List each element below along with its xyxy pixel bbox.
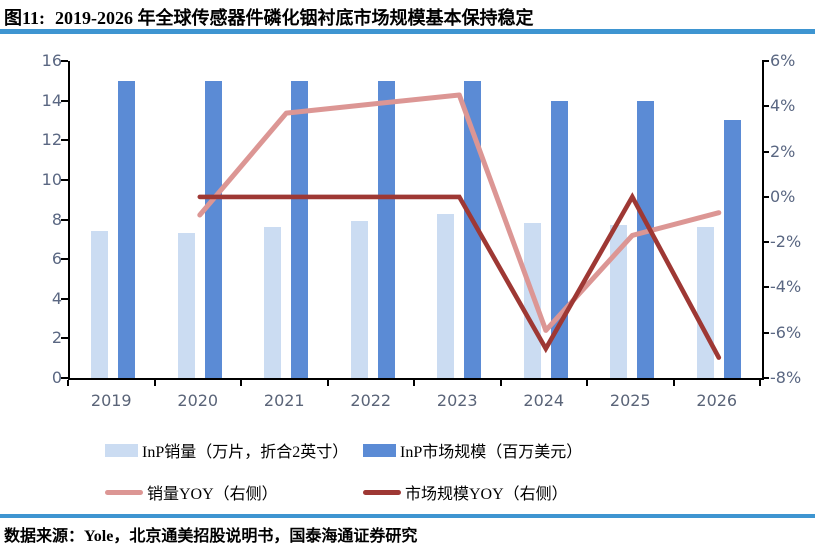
x-axis-category-label: 2024 xyxy=(523,391,565,410)
legend-item-label: 市场规模YOY（右侧） xyxy=(405,486,568,503)
x-axis-category-label: 2025 xyxy=(609,391,651,410)
x-axis-category-label: 2022 xyxy=(350,391,392,410)
x-axis-tick-mark xyxy=(413,380,415,386)
right-axis-tick-mark xyxy=(762,150,769,153)
legend-swatch-bar xyxy=(363,443,396,457)
left-axis-tick-label: 0 xyxy=(51,368,62,387)
bar-inp-market-size xyxy=(723,120,741,378)
left-axis-tick-mark xyxy=(61,337,68,340)
line-sales-yoy xyxy=(197,92,722,333)
x-axis-category-label: 2020 xyxy=(177,391,219,410)
legend-swatch-line xyxy=(363,489,401,495)
right-axis-tick-label: 2% xyxy=(770,141,796,161)
left-axis-tick-mark xyxy=(61,377,68,379)
x-axis-category-label: 2023 xyxy=(436,391,478,410)
x-axis-tick-mark xyxy=(67,380,69,386)
left-axis-tick-mark xyxy=(61,139,68,142)
x-axis-category-label: 2019 xyxy=(90,391,132,410)
left-axis-tick-mark xyxy=(61,218,68,221)
right-axis-tick-label: 6% xyxy=(770,51,796,70)
figure-title-text: 2019-2026 年全球传感器件磷化铟衬底市场规模基本保持稳定 xyxy=(55,8,534,28)
x-axis-tick-mark xyxy=(326,380,329,386)
left-axis-tick-mark xyxy=(61,60,68,62)
bar-inp-market-size xyxy=(464,80,482,378)
data-source-note: 数据来源：Yole，北京通美招股说明书，国泰海通证券研究 xyxy=(4,528,418,545)
left-axis-tick-label: 10 xyxy=(41,169,62,189)
left-axis-tick-mark xyxy=(61,297,68,300)
chart-legend: InP销量（万片，折合2英寸） InP市场规模（百万美元） 销量YOY（右侧） 市场规… xyxy=(105,438,725,504)
right-axis-tick-mark xyxy=(762,195,769,198)
plot-area xyxy=(68,61,764,380)
left-axis-tick-label: 12 xyxy=(41,130,62,150)
bar-inp-market-size xyxy=(118,80,136,378)
left-axis-tick-mark xyxy=(61,99,68,102)
legend-item-label: 销量YOY（右侧） xyxy=(147,486,278,503)
title-divider-rule xyxy=(0,29,815,34)
bar-inp-sales xyxy=(264,227,282,378)
right-axis-tick-mark xyxy=(762,286,769,289)
x-axis-tick-mark xyxy=(153,380,156,386)
legend-swatch-bar xyxy=(105,443,138,457)
legend-item-label: InP市场规模（百万美元） xyxy=(400,444,583,461)
right-axis-tick-label: -6% xyxy=(770,322,802,342)
x-axis-tick-mark xyxy=(672,380,675,386)
right-axis-tick-label: -2% xyxy=(770,232,802,252)
left-axis-tick-label: 6 xyxy=(51,249,62,269)
bar-inp-sales xyxy=(177,233,195,378)
legend-item: InP销量（万片，折合2英寸） xyxy=(105,438,363,462)
right-axis-tick-label: -8% xyxy=(770,368,802,387)
legend-item: 市场规模YOY（右侧） xyxy=(363,480,725,504)
x-axis-tick-mark xyxy=(586,380,588,386)
line-market-size-yoy xyxy=(197,192,722,360)
bar-inp-sales xyxy=(610,225,628,378)
right-axis-tick-mark xyxy=(762,241,769,244)
bar-inp-market-size xyxy=(291,80,309,378)
bar-inp-sales xyxy=(350,221,368,378)
legend-item: 销量YOY（右侧） xyxy=(105,480,363,504)
right-axis-tick-label: 0% xyxy=(770,186,796,206)
x-axis-tick-mark xyxy=(499,380,502,386)
left-axis-tick-label: 8 xyxy=(51,209,62,229)
left-axis-tick-label: 16 xyxy=(41,51,62,70)
legend-item-label: InP销量（万片，折合2英寸） xyxy=(142,444,349,461)
right-axis-tick-mark xyxy=(762,331,769,334)
left-axis-tick-mark xyxy=(61,258,68,261)
right-axis-tick-label: -4% xyxy=(770,277,802,297)
x-axis-tick-mark xyxy=(240,380,242,386)
left-axis-tick-label: 2 xyxy=(51,328,62,348)
bar-inp-sales xyxy=(437,213,455,378)
bar-inp-market-size xyxy=(637,100,655,378)
figure-title: 图11: 2019-2026 年全球传感器件磷化铟衬底市场规模基本保持稳定 xyxy=(4,4,811,28)
figure-number: 图11: xyxy=(4,8,46,28)
right-axis-tick-mark xyxy=(762,105,769,108)
legend-item: InP市场规模（百万美元） xyxy=(363,438,725,462)
bar-inp-sales xyxy=(91,231,109,378)
right-axis-tick-label: 4% xyxy=(770,96,796,116)
yoy-lines-layer xyxy=(197,92,722,360)
legend-swatch-line xyxy=(105,489,143,495)
x-axis-tick-mark xyxy=(759,380,761,386)
right-axis-tick-mark xyxy=(762,60,769,62)
left-axis-tick-mark xyxy=(61,178,68,181)
right-axis-tick-mark xyxy=(762,377,769,379)
left-axis-tick-label: 14 xyxy=(41,90,62,110)
left-axis-tick-label: 4 xyxy=(51,288,62,308)
x-axis-category-label: 2026 xyxy=(696,391,738,410)
bar-inp-market-size xyxy=(377,80,395,378)
footer-divider-rule xyxy=(0,514,815,518)
bar-inp-market-size xyxy=(204,80,222,378)
x-axis-category-label: 2021 xyxy=(263,391,305,410)
